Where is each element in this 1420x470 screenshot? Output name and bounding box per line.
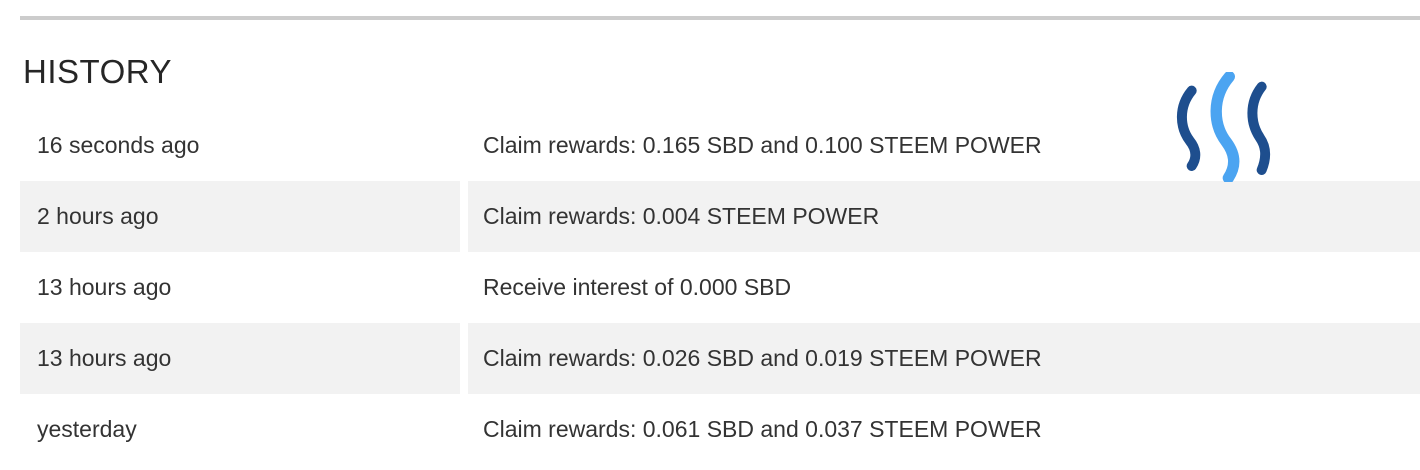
history-row-time: 13 hours ago [20, 323, 460, 394]
history-heading: HISTORY [23, 53, 172, 90]
top-divider [20, 16, 1420, 20]
history-row-time: yesterday [37, 416, 137, 442]
wallet-history-section: HISTORY 16 seconds ago Claim rewards: 0.… [20, 16, 1420, 465]
history-row: yesterday Claim rewards: 0.061 SBD and 0… [20, 394, 1420, 465]
steem-logo-right-wave [1247, 81, 1271, 175]
history-row: 2 hours ago Claim rewards: 0.004 STEEM P… [20, 181, 1420, 252]
history-row-description: Claim rewards: 0.004 STEEM POWER [468, 181, 1420, 252]
history-row-time: 2 hours ago [20, 181, 460, 252]
history-row-description: Claim rewards: 0.061 SBD and 0.037 STEEM… [483, 416, 1042, 442]
history-row-time: 16 seconds ago [37, 132, 200, 158]
steem-logo-left-wave [1176, 85, 1201, 171]
history-row: 16 seconds ago Claim rewards: 0.165 SBD … [20, 110, 1420, 181]
history-row: 13 hours ago Receive interest of 0.000 S… [20, 252, 1420, 323]
history-row-time: 13 hours ago [37, 274, 172, 300]
steem-logo-middle-wave [1210, 72, 1240, 182]
history-row-description: Claim rewards: 0.026 SBD and 0.019 STEEM… [468, 323, 1420, 394]
history-row-description: Claim rewards: 0.165 SBD and 0.100 STEEM… [483, 132, 1042, 158]
history-table: 16 seconds ago Claim rewards: 0.165 SBD … [20, 110, 1420, 465]
steem-logo-icon [1176, 72, 1271, 182]
history-row-description: Receive interest of 0.000 SBD [483, 274, 792, 300]
history-row: 13 hours ago Claim rewards: 0.026 SBD an… [20, 323, 1420, 394]
